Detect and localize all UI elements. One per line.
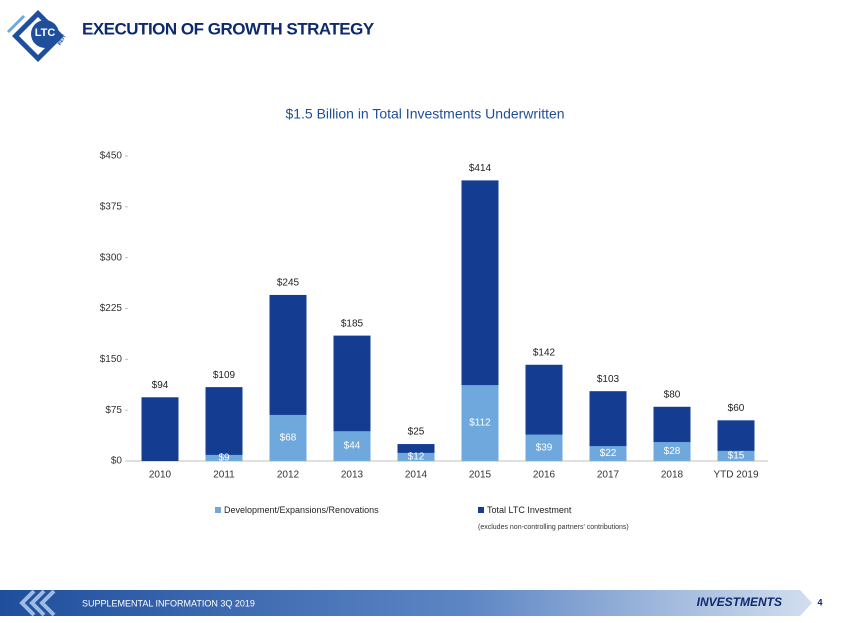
footer: SUPPLEMENTAL INFORMATION 3Q 2019 INVESTM… bbox=[0, 589, 850, 617]
x-tick-label: 2015 bbox=[469, 470, 492, 481]
x-tick-label: 2013 bbox=[341, 470, 364, 481]
value-label: $25 bbox=[408, 427, 425, 438]
x-tick-label: 2018 bbox=[661, 470, 684, 481]
bar bbox=[205, 387, 243, 461]
footer-left: SUPPLEMENTAL INFORMATION 3Q 2019 bbox=[82, 598, 255, 608]
footer-section: INVESTMENTS bbox=[697, 595, 782, 609]
bar bbox=[269, 414, 307, 461]
legend-swatch bbox=[478, 507, 484, 513]
bar bbox=[717, 450, 755, 461]
value-label: $28 bbox=[664, 446, 681, 457]
y-tick-label: $0 bbox=[111, 456, 123, 467]
value-label: $94 bbox=[152, 380, 169, 391]
y-tick-label: $375 bbox=[100, 201, 123, 212]
x-tick-label: 2014 bbox=[405, 470, 428, 481]
bar bbox=[397, 452, 435, 461]
y-tick-label: $150 bbox=[100, 354, 123, 365]
legend-label: Total LTC Investment bbox=[487, 505, 572, 515]
x-tick-label: 2012 bbox=[277, 470, 300, 481]
value-label: $39 bbox=[536, 442, 553, 453]
logo: LTC REIT bbox=[6, 10, 68, 62]
y-tick-label: $300 bbox=[100, 252, 123, 263]
value-label: $12 bbox=[408, 452, 425, 463]
x-tick-label: 2011 bbox=[213, 470, 235, 481]
value-label: $15 bbox=[728, 451, 745, 462]
legend-label: Development/Expansions/Renovations bbox=[224, 505, 379, 515]
bar bbox=[461, 385, 499, 461]
value-label: $414 bbox=[469, 163, 492, 174]
logo-sub: REIT bbox=[57, 34, 68, 47]
value-label: $103 bbox=[597, 374, 620, 385]
value-label: $22 bbox=[600, 448, 617, 459]
x-tick-label: 2016 bbox=[533, 470, 556, 481]
bar bbox=[589, 446, 627, 461]
bar bbox=[141, 397, 179, 461]
note: (excludes non-controlling partners' cont… bbox=[478, 524, 629, 531]
value-label: $109 bbox=[213, 370, 236, 381]
bar bbox=[205, 454, 243, 461]
y-tick-label: $450 bbox=[100, 151, 123, 162]
value-label: $185 bbox=[341, 318, 364, 329]
y-tick-label: $75 bbox=[105, 405, 122, 416]
value-label: $112 bbox=[469, 418, 491, 429]
legend-swatch bbox=[215, 507, 221, 513]
slide-title: EXECUTION OF GROWTH STRATEGY bbox=[82, 19, 375, 38]
value-label: $245 bbox=[277, 278, 300, 289]
value-label: $60 bbox=[728, 403, 745, 414]
value-label: $9 bbox=[218, 453, 230, 464]
bar bbox=[653, 442, 691, 461]
value-label: $80 bbox=[664, 389, 681, 400]
bar bbox=[525, 434, 563, 461]
chart-title: $1.5 Billion in Total Investments Underw… bbox=[285, 106, 564, 122]
bar bbox=[333, 431, 371, 461]
page-number: 4 bbox=[817, 597, 822, 607]
value-label: $68 bbox=[280, 433, 297, 444]
x-tick-label: 2017 bbox=[597, 470, 620, 481]
value-label: $142 bbox=[533, 347, 556, 358]
x-tick-label: 2010 bbox=[149, 470, 172, 481]
x-tick-label: YTD 2019 bbox=[713, 470, 758, 481]
logo-text: LTC bbox=[35, 27, 56, 39]
value-label: $44 bbox=[344, 441, 361, 452]
y-tick-label: $225 bbox=[100, 303, 123, 314]
